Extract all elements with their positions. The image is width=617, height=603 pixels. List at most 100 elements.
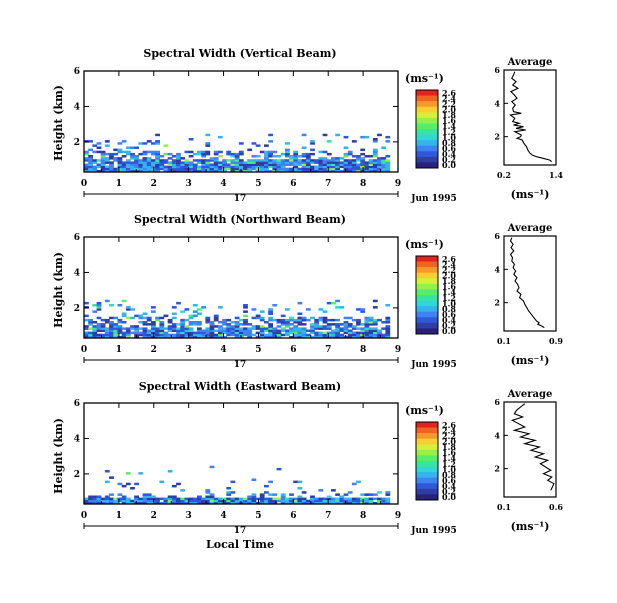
heatmap-cell: [234, 157, 240, 160]
heatmap-cell: [289, 327, 294, 330]
colorbar-tick-label: 1.8: [442, 442, 456, 452]
heatmap-cell: [372, 167, 378, 171]
heatmap-cell: [238, 499, 244, 503]
heatmap-cell: [201, 161, 206, 164]
heatmap-cell: [368, 318, 374, 322]
heatmap-cell: [234, 323, 240, 326]
heatmap-cell: [251, 142, 257, 145]
heatmap-cell: [351, 165, 357, 169]
heatmap-cell: [180, 321, 186, 324]
heatmap-cell: [268, 329, 273, 332]
heatmap-cell: [343, 167, 349, 171]
heatmap-cell: [259, 161, 265, 164]
heatmap-cell: [113, 329, 119, 332]
heatmap-cell: [280, 318, 286, 322]
heatmap-cell: [151, 161, 156, 164]
heatmap-cell: [289, 497, 294, 501]
heatmap-cell: [117, 159, 123, 162]
heatmap-cell: [268, 323, 273, 326]
heatmap-cell: [331, 169, 336, 173]
heatmap-cell: [331, 333, 336, 337]
heatmap-cell: [117, 497, 123, 501]
heatmap-cell: [322, 331, 328, 335]
heatmap-cell: [381, 165, 387, 169]
heatmap-cell: [276, 165, 282, 169]
heatmap-cell: [343, 152, 349, 156]
heatmap-cell: [285, 333, 290, 337]
heatmap-cell: [184, 327, 190, 330]
heatmap-cell: [322, 133, 328, 137]
heatmap-cell: [159, 321, 165, 324]
heatmap-cell: [159, 497, 165, 501]
heatmap-cell: [339, 157, 345, 160]
colorbar-tick-label: 2.6: [442, 420, 456, 430]
average-x-tick-label: 1.4: [549, 170, 563, 180]
heatmap-cell: [347, 323, 353, 326]
heatmap-cell: [213, 318, 219, 322]
heatmap-cell: [176, 169, 181, 173]
heatmap-cell: [151, 329, 156, 332]
heatmap-cell: [146, 159, 152, 162]
heatmap-cell: [326, 335, 332, 339]
heatmap-cell: [293, 167, 299, 171]
heatmap-cell: [121, 140, 127, 143]
x-axis-label: Local Time: [206, 538, 274, 551]
heatmap-cell: [151, 165, 156, 169]
heatmap-cell: [331, 329, 336, 332]
heatmap-cell: [167, 495, 173, 498]
colorbar-segment: [416, 438, 438, 445]
heatmap-cell: [276, 169, 282, 173]
heatmap-cell: [155, 165, 160, 169]
heatmap-cell: [339, 495, 345, 498]
heatmap-cell: [171, 329, 177, 332]
heatmap-cell: [180, 169, 186, 173]
heatmap-cell: [163, 159, 169, 162]
heatmap-cell: [92, 161, 98, 164]
heatmap-cell: [92, 333, 98, 337]
heatmap-cell: [88, 323, 93, 326]
average-y-tick-label: 2: [494, 298, 500, 308]
heatmap-cell: [205, 163, 211, 166]
x-tick-label: 8: [360, 511, 366, 521]
heatmap-cell: [92, 304, 98, 307]
heatmap-cell: [326, 161, 332, 164]
average-frame: [503, 401, 557, 498]
heatmap-cell: [138, 165, 144, 169]
heatmap-cell: [201, 152, 206, 156]
heatmap-cell: [184, 308, 190, 311]
x-tick-label: 5: [255, 511, 261, 521]
heatmap-cell: [88, 497, 93, 501]
heatmap-cell: [335, 299, 340, 303]
heatmap-cell: [280, 163, 286, 166]
heatmap-cell: [117, 167, 123, 171]
heatmap-cell: [142, 333, 148, 337]
heatmap-cell: [205, 501, 211, 505]
heatmap-cell: [100, 169, 106, 173]
average-x-tick-label: 0.1: [497, 502, 511, 512]
heatmap-cell: [159, 167, 165, 171]
heatmap-cell: [285, 501, 290, 505]
heatmap-cell: [104, 495, 110, 498]
heatmap-cell: [385, 304, 391, 307]
heatmap-cell: [356, 157, 361, 160]
heatmap-cell: [88, 495, 93, 498]
heatmap-cell: [301, 161, 307, 164]
heatmap-cell: [197, 333, 202, 337]
colorbar-segment: [416, 444, 438, 451]
heatmap-cell: [285, 142, 290, 145]
heatmap-cell: [104, 470, 110, 473]
heatmap-cell: [180, 335, 186, 339]
heatmap-cell: [364, 333, 370, 337]
heatmap-cell: [335, 493, 340, 496]
heatmap-cell: [205, 318, 211, 322]
heatmap-cell: [151, 310, 156, 313]
heatmap-cell: [251, 161, 257, 164]
heatmap-cell: [385, 335, 391, 339]
heatmap-cell: [117, 150, 123, 154]
heatmap-cell: [121, 155, 127, 158]
heatmap-cell: [301, 323, 307, 326]
heatmap-cell: [347, 316, 353, 320]
heatmap-cell: [96, 159, 102, 162]
heatmap-cell: [218, 335, 223, 339]
